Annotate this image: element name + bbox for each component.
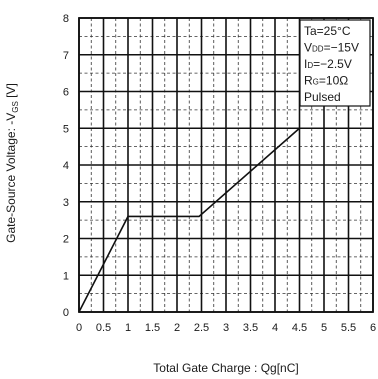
x-axis-label: Total Gate Charge : Qg[nC] — [153, 361, 298, 375]
x-tick-label: 2 — [174, 322, 180, 334]
y-tick-label: 7 — [63, 50, 69, 62]
y-tick-label: 1 — [63, 270, 69, 282]
condition-main: I — [304, 57, 307, 71]
x-tick-labels: 0 0.5 1 1.5 2 2.5 3 3.5 4 4.5 5 5.5 6 — [76, 322, 376, 334]
x-tick-label: 4.5 — [292, 322, 307, 334]
condition-value: =−15V — [324, 41, 359, 55]
condition-line: ID=−2.5V — [304, 57, 352, 71]
condition-value: =−2.5V — [313, 57, 352, 71]
y-axis-label-unit: [V] — [4, 83, 18, 101]
x-tick-label: 0.5 — [96, 322, 111, 334]
x-tick-label: 1 — [125, 322, 131, 334]
condition-main: Ta=25°C — [304, 24, 351, 38]
x-tick-label: 0 — [76, 322, 82, 334]
x-tick-label: 5 — [321, 322, 327, 334]
x-tick-label: 5.5 — [341, 322, 356, 334]
y-tick-labels: 0 1 2 3 4 5 6 7 8 — [63, 13, 69, 319]
condition-main: Pulsed — [304, 90, 341, 104]
x-tick-label: 6 — [370, 322, 376, 334]
y-tick-label: 2 — [63, 234, 69, 246]
condition-subscript: D — [307, 61, 313, 70]
condition-main: R — [304, 74, 313, 88]
y-tick-label: 0 — [63, 307, 69, 319]
x-tick-label: 2.5 — [194, 322, 209, 334]
condition-value: =10Ω — [319, 74, 348, 88]
y-tick-label: 8 — [63, 13, 69, 25]
condition-line: Pulsed — [304, 90, 341, 104]
condition-subscript: G — [313, 78, 319, 87]
y-tick-label: 4 — [63, 160, 69, 172]
x-tick-label: 1.5 — [145, 322, 160, 334]
condition-subscript: DD — [312, 45, 324, 54]
plot-frame — [78, 17, 374, 313]
series-layer — [78, 127, 301, 313]
x-tick-label: 4 — [272, 322, 278, 334]
condition-line: VDD=−15V — [304, 41, 359, 55]
y-axis-label-sub: GS — [11, 101, 20, 113]
legend-box — [299, 19, 371, 107]
x-tick-label: 3.5 — [243, 322, 258, 334]
y-axis-label-main: Gate-Source Voltage: -V — [4, 113, 18, 243]
condition-main: V — [304, 41, 312, 55]
x-tick-label: 3 — [223, 322, 229, 334]
condition-line: RG=10Ω — [304, 74, 348, 88]
y-tick-label: 5 — [63, 123, 69, 135]
y-tick-label: 3 — [63, 197, 69, 209]
plot-area-border — [78, 17, 374, 313]
y-tick-label: 6 — [63, 87, 69, 99]
series-line-vgs — [78, 127, 301, 313]
condition-line: Ta=25°C — [304, 24, 351, 38]
y-axis-label: Gate-Source Voltage: -VGS [V] — [4, 83, 20, 243]
